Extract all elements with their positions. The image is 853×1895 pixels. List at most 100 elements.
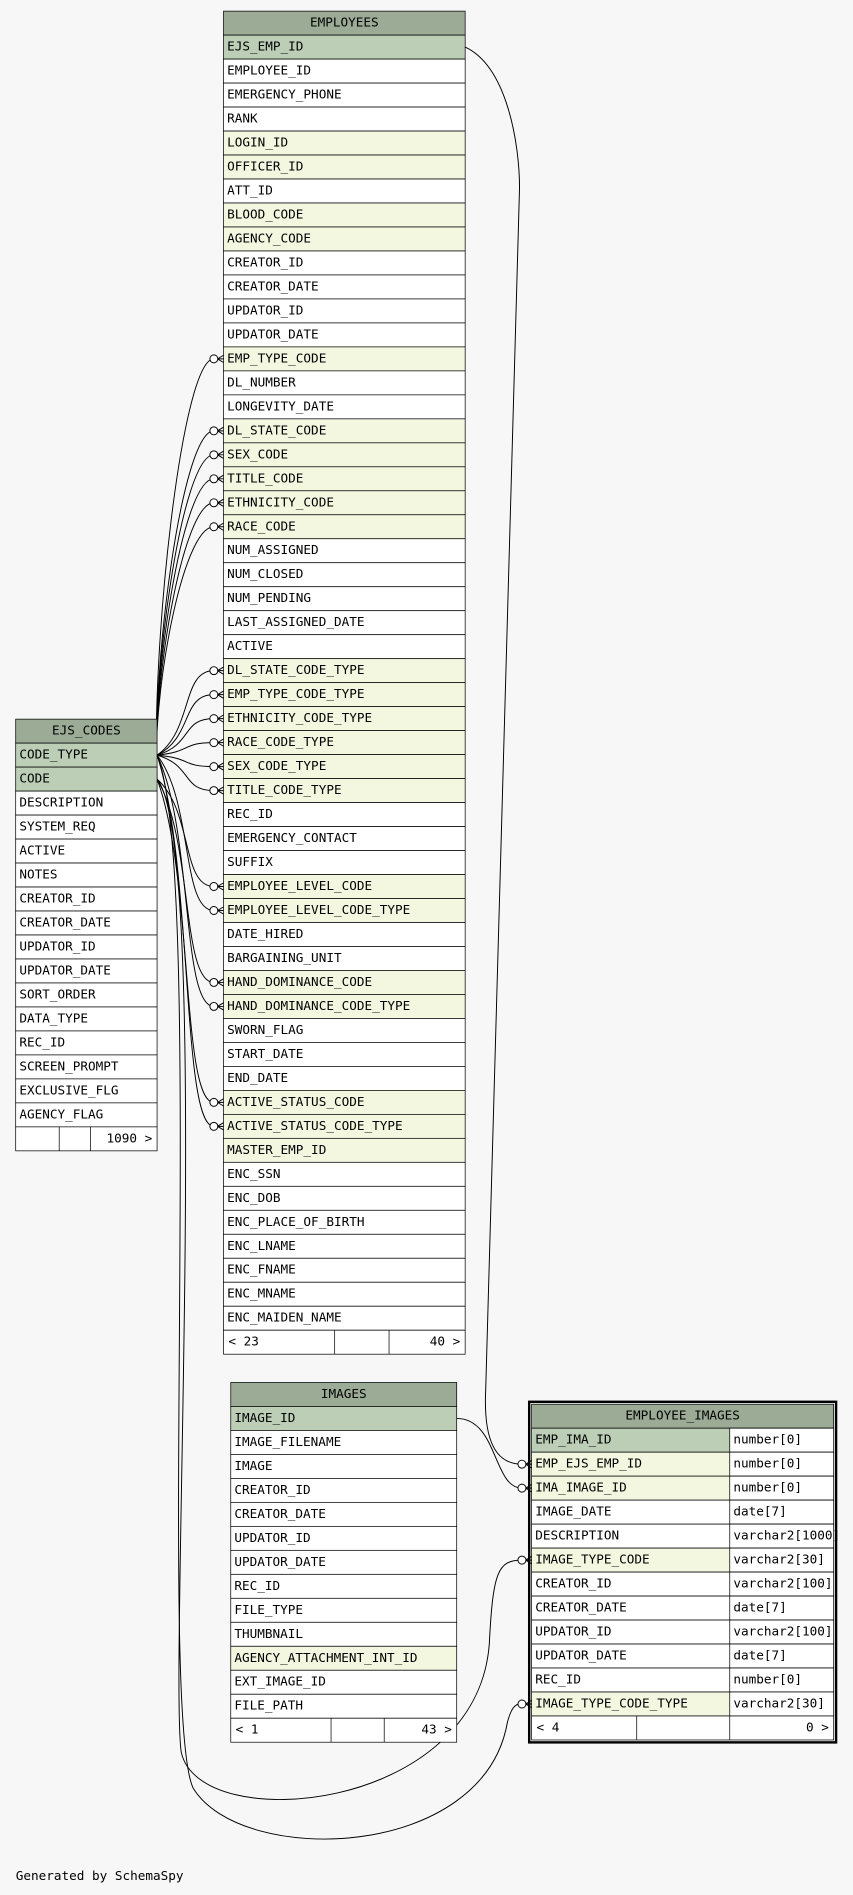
column-name: ACTIVE_STATUS_CODE_TYPE bbox=[227, 1118, 402, 1133]
column-name: TITLE_CODE_TYPE bbox=[227, 782, 341, 797]
column-name: EMPLOYEE_LEVEL_CODE_TYPE bbox=[227, 902, 410, 917]
tables: EMPLOYEES EJS_EMP_ID EMPLOYEE_ID EMERGENCY_… bbox=[15, 10, 840, 1744]
crow-foot bbox=[217, 450, 224, 459]
column-type: varchar2[30] bbox=[733, 1552, 825, 1567]
column-name: REC_ID bbox=[19, 1034, 65, 1049]
table-name: EMPLOYEES bbox=[310, 15, 379, 30]
column-row bbox=[223, 106, 466, 132]
column-name: UPDATOR_DATE bbox=[19, 962, 111, 977]
relation-end bbox=[209, 738, 219, 748]
column-name: EMP_IMA_ID bbox=[535, 1432, 611, 1447]
relation-line bbox=[156, 694, 214, 756]
column-name: UPDATOR_DATE bbox=[535, 1648, 627, 1663]
column-name: EMPLOYEE_ID bbox=[227, 63, 311, 78]
column-name: IMAGE_FILENAME bbox=[234, 1434, 341, 1449]
column-name: HAND_DOMINANCE_CODE bbox=[227, 974, 372, 989]
footer-left: < 4 bbox=[536, 1719, 559, 1734]
footer-right: 0 > bbox=[806, 1719, 829, 1734]
crow-foot bbox=[217, 354, 224, 363]
relation-end bbox=[209, 882, 219, 891]
table-name: EMPLOYEE_IMAGES bbox=[625, 1408, 739, 1423]
column-name: EXCLUSIVE_FLG bbox=[19, 1082, 118, 1097]
column-name: SCREEN_PROMPT bbox=[19, 1058, 119, 1073]
column-type: number[0] bbox=[733, 1432, 802, 1447]
column-name: DATE_HIRED bbox=[227, 926, 303, 941]
column-name: DATA_TYPE bbox=[19, 1010, 88, 1025]
crow-foot bbox=[217, 498, 224, 507]
crow-foot bbox=[217, 666, 224, 675]
relation-end bbox=[209, 666, 219, 676]
table-name: EJS_CODES bbox=[52, 723, 121, 738]
column-name: IMAGE_ID bbox=[234, 1410, 295, 1425]
column-name: CREATOR_DATE bbox=[227, 278, 319, 293]
column-name: ETHNICITY_CODE bbox=[227, 494, 334, 509]
table-name: IMAGES bbox=[321, 1386, 367, 1401]
column-name: TITLE_CODE bbox=[227, 470, 303, 485]
relation-end bbox=[517, 1555, 527, 1565]
column-name: ENC_SSN bbox=[227, 1166, 280, 1181]
column-name: EJS_EMP_ID bbox=[227, 39, 303, 54]
column-name: CREATOR_DATE bbox=[234, 1506, 326, 1521]
column-type: date[7] bbox=[733, 1600, 786, 1615]
crow-foot bbox=[217, 762, 224, 771]
column-name: SEX_CODE_TYPE bbox=[227, 758, 326, 773]
column-name: CREATOR_ID bbox=[19, 891, 95, 906]
relation-end bbox=[209, 474, 219, 484]
column-name: DL_STATE_CODE bbox=[227, 422, 326, 437]
crow-foot bbox=[217, 1002, 224, 1011]
crow-foot bbox=[217, 978, 224, 987]
generated-by: Generated by SchemaSpy bbox=[16, 1868, 184, 1883]
relation-end bbox=[209, 522, 219, 532]
relation-line bbox=[456, 1417, 522, 1489]
relation-end bbox=[517, 1483, 527, 1493]
crow-foot bbox=[217, 786, 224, 795]
relation-end bbox=[209, 690, 219, 700]
column-name: EMERGENCY_CONTACT bbox=[227, 830, 357, 845]
column-type: number[0] bbox=[733, 1480, 802, 1495]
column-name: NUM_ASSIGNED bbox=[227, 542, 319, 557]
relation-line bbox=[156, 754, 522, 1840]
column-name: CREATOR_DATE bbox=[19, 915, 111, 930]
crow-foot bbox=[217, 738, 224, 747]
column-name: SYSTEM_REQ bbox=[19, 819, 95, 834]
column-name: DL_STATE_CODE_TYPE bbox=[227, 662, 364, 677]
relation-end bbox=[209, 354, 219, 364]
footer-left: < 23 bbox=[228, 1334, 259, 1349]
column-name: ENC_FNAME bbox=[227, 1262, 296, 1277]
crow-foot bbox=[217, 1098, 224, 1107]
crow-foot bbox=[217, 522, 224, 531]
column-name: BARGAINING_UNIT bbox=[227, 950, 342, 965]
relationships bbox=[155, 46, 532, 1840]
column-name: SEX_CODE bbox=[227, 446, 288, 461]
relation-line bbox=[156, 754, 214, 1007]
column-name: MASTER_EMP_ID bbox=[227, 1142, 326, 1157]
column-type: number[0] bbox=[733, 1456, 802, 1471]
column-name: OFFICER_ID bbox=[227, 159, 303, 174]
column-name: ACTIVE_STATUS_CODE bbox=[227, 1094, 364, 1109]
relation-line bbox=[156, 670, 214, 756]
footer-right: 40 > bbox=[430, 1334, 461, 1349]
crow-foot bbox=[217, 882, 224, 891]
column-name: SORT_ORDER bbox=[19, 986, 96, 1001]
column-type: date[7] bbox=[733, 1648, 786, 1663]
column-name: THUMBNAIL bbox=[234, 1626, 303, 1641]
column-name: DESCRIPTION bbox=[19, 795, 103, 810]
column-name: UPDATOR_ID bbox=[535, 1624, 611, 1639]
column-name: CREATOR_DATE bbox=[535, 1600, 627, 1615]
column-name: CREATOR_ID bbox=[227, 254, 303, 269]
column-name: REC_ID bbox=[234, 1578, 280, 1593]
relation-line bbox=[157, 742, 214, 756]
column-name: IMAGE_TYPE_CODE bbox=[535, 1552, 649, 1567]
column-type: varchar2[100] bbox=[733, 1576, 832, 1591]
table: EJS_CODES CODE_TYPE CODE DESCRIPTION SYSTEM_… bbox=[15, 718, 158, 1152]
relation-end bbox=[209, 1001, 219, 1011]
column-type: varchar2[30] bbox=[733, 1695, 825, 1710]
column-name: AGENCY_CODE bbox=[227, 230, 311, 245]
column-name: EMP_EJS_EMP_ID bbox=[535, 1456, 642, 1471]
relation-end bbox=[517, 1459, 527, 1469]
crow-foot bbox=[217, 426, 224, 435]
column-name: DESCRIPTION bbox=[535, 1528, 619, 1543]
column-name: DL_NUMBER bbox=[227, 374, 296, 389]
column-name: START_DATE bbox=[227, 1046, 303, 1061]
relation-line bbox=[156, 754, 214, 792]
